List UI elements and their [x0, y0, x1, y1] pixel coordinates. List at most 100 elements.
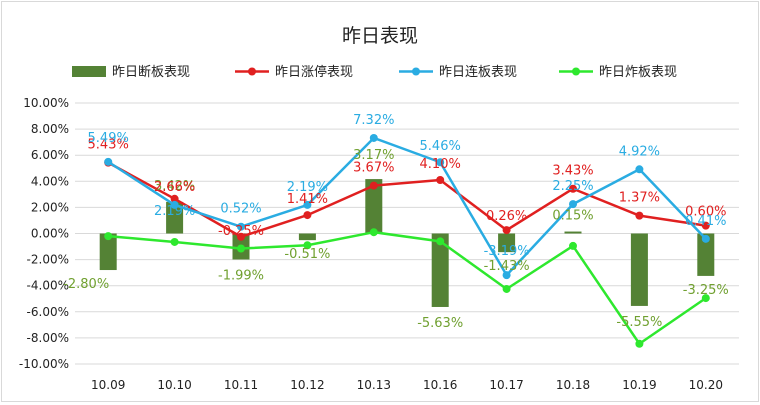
y-tick-label: 0.00% [31, 227, 69, 241]
data-label: 0.60% [685, 205, 726, 220]
legend: 昨日断板表现 昨日涨停表现 昨日连板表现 昨日炸板表现 [72, 64, 677, 80]
data-label: 5.43% [88, 138, 129, 153]
legend-label: 昨日断板表现 [112, 65, 190, 80]
data-label: 3.43% [552, 164, 593, 179]
series-point [635, 339, 644, 348]
series-point [502, 284, 511, 293]
bar [564, 231, 582, 234]
data-label: -0.51% [284, 247, 330, 262]
x-tick-label: 10.10 [157, 378, 191, 392]
series-point [569, 241, 577, 250]
data-label: -2.80% [63, 277, 109, 292]
series-point [436, 158, 445, 167]
bar [697, 233, 715, 276]
data-label: -1.43% [484, 259, 530, 274]
x-tick-label: 10.11 [224, 378, 258, 392]
bar [431, 233, 449, 307]
series-point [701, 221, 710, 230]
series-line [107, 136, 707, 277]
legend-marker [248, 67, 256, 76]
line-series [104, 133, 710, 348]
legend-marker [572, 67, 580, 76]
series-point [569, 184, 577, 193]
data-label: -0.25% [218, 224, 264, 239]
series-point [237, 244, 245, 253]
series-point [170, 200, 179, 209]
series-line [108, 230, 707, 346]
series-point [303, 200, 312, 209]
data-label: 1.41% [287, 192, 328, 207]
series-point [701, 294, 710, 303]
x-tick-label: 10.12 [290, 378, 324, 392]
x-tick-label: 10.09 [91, 378, 125, 392]
data-label: 0.26% [486, 209, 527, 224]
data-label: -5.63% [417, 316, 463, 331]
series-point [635, 165, 644, 174]
series-point [303, 211, 312, 220]
y-tick-label: -10.00% [19, 357, 69, 371]
series-point [635, 211, 644, 220]
data-label: 1.37% [619, 191, 660, 206]
data-label: 0.52% [220, 202, 261, 217]
series-point [369, 133, 378, 142]
y-tick-label: -8.00% [27, 331, 69, 345]
series-point [502, 271, 511, 280]
series-point [104, 232, 113, 241]
x-tick-label: 10.20 [689, 378, 723, 392]
bar [166, 201, 184, 234]
legend-label: 昨日涨停表现 [275, 64, 353, 80]
data-label: 0.41% [685, 214, 726, 229]
bar [365, 179, 383, 234]
bar [498, 233, 516, 253]
data-label: -5.55% [616, 315, 662, 330]
data-label: 5.46% [420, 139, 461, 154]
series-point [436, 175, 445, 184]
series-point [502, 226, 511, 235]
chart-title: 昨日表现 [342, 25, 418, 47]
data-label: 4.10% [420, 157, 461, 172]
bar [99, 233, 117, 271]
y-tick-label: 10.00% [23, 96, 69, 110]
data-label: 2.19% [154, 204, 195, 219]
bar [298, 233, 316, 241]
data-label: 2.19% [287, 180, 328, 195]
legend-marker [72, 66, 106, 77]
x-tick-label: 10.16 [423, 378, 457, 392]
series-point [170, 194, 179, 203]
series-line [107, 161, 706, 239]
x-axis: 10.09 10.10 10.11 10.12 10.13 10.16 10.17 10.18… [91, 378, 723, 392]
gridlines [75, 102, 739, 365]
series-point [237, 222, 245, 231]
legend-marker [412, 67, 420, 76]
data-label: 2.25% [552, 179, 593, 194]
data-label: -3.19% [484, 244, 530, 259]
series-point [569, 200, 577, 209]
y-tick-label: 2.00% [31, 200, 69, 214]
x-tick-label: 10.17 [489, 378, 523, 392]
data-label: 3.67% [353, 161, 394, 176]
x-tick-label: 10.13 [357, 378, 391, 392]
data-label: 5.49% [88, 131, 129, 146]
x-tick-label: 10.19 [622, 378, 656, 392]
series-point [369, 228, 378, 237]
legend-label: 昨日炸板表现 [599, 65, 677, 80]
y-tick-label: 6.00% [31, 148, 69, 162]
legend-label: 昨日连板表现 [439, 64, 517, 80]
y-tick-label: 4.00% [31, 174, 69, 188]
series-point [369, 181, 378, 190]
series-point [170, 237, 179, 246]
y-axis: 10.00% 8.00% 6.00% 4.00% 2.00% 0.00% -2.00% -4.… [19, 96, 69, 371]
y-tick-label: -6.00% [27, 305, 69, 319]
x-tick-label: 10.18 [556, 378, 590, 392]
data-label: 7.32% [353, 113, 394, 128]
y-tick-label: -2.00% [27, 253, 69, 267]
series-point [237, 232, 245, 241]
data-label: 3.17% [353, 148, 394, 163]
y-tick-label: -4.00% [27, 279, 69, 293]
series-point [104, 157, 113, 166]
data-label: 4.92% [619, 144, 660, 159]
bar-series [99, 179, 715, 307]
data-label: -1.99% [218, 268, 264, 283]
